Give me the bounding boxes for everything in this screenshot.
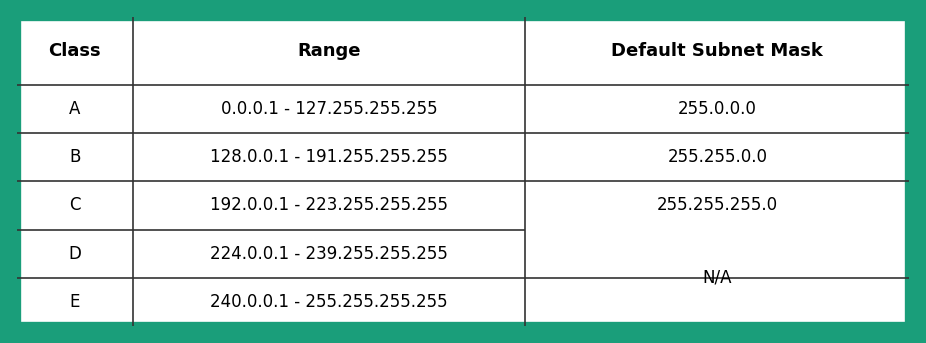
Text: 224.0.0.1 - 239.255.255.255: 224.0.0.1 - 239.255.255.255 bbox=[210, 245, 448, 263]
Text: 240.0.0.1 - 255.255.255.255: 240.0.0.1 - 255.255.255.255 bbox=[210, 293, 448, 311]
Text: N/A: N/A bbox=[703, 269, 732, 287]
Text: 192.0.0.1 - 223.255.255.255: 192.0.0.1 - 223.255.255.255 bbox=[210, 197, 448, 214]
Text: B: B bbox=[69, 148, 81, 166]
Text: Default Subnet Mask: Default Subnet Mask bbox=[611, 42, 823, 60]
Text: 255.0.0.0: 255.0.0.0 bbox=[678, 100, 757, 118]
Bar bbox=[17, 17, 909, 326]
Text: E: E bbox=[69, 293, 80, 311]
Text: C: C bbox=[69, 197, 81, 214]
Text: D: D bbox=[69, 245, 81, 263]
Text: A: A bbox=[69, 100, 81, 118]
Text: Class: Class bbox=[48, 42, 101, 60]
Text: 255.255.255.0: 255.255.255.0 bbox=[657, 197, 778, 214]
Text: 128.0.0.1 - 191.255.255.255: 128.0.0.1 - 191.255.255.255 bbox=[210, 148, 448, 166]
Text: 255.255.0.0: 255.255.0.0 bbox=[668, 148, 768, 166]
Text: Range: Range bbox=[297, 42, 361, 60]
Text: 0.0.0.1 - 127.255.255.255: 0.0.0.1 - 127.255.255.255 bbox=[220, 100, 437, 118]
